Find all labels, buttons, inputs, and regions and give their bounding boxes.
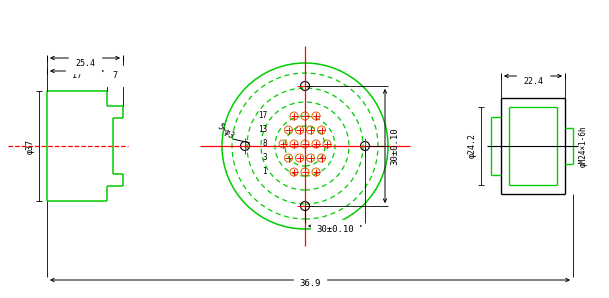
Text: 17: 17 [72, 72, 82, 80]
Text: 1: 1 [262, 167, 267, 176]
Text: 22.4: 22.4 [523, 77, 543, 86]
Text: 3: 3 [262, 153, 267, 162]
Text: 30±0.10: 30±0.10 [390, 127, 399, 165]
Text: 5~φ3: 5~φ3 [215, 122, 235, 140]
Text: 36.9: 36.9 [299, 280, 321, 288]
Text: 17: 17 [258, 111, 267, 120]
Text: 13: 13 [258, 125, 267, 134]
Text: 8: 8 [262, 139, 267, 148]
Text: 7: 7 [113, 72, 118, 80]
Text: φ24.2: φ24.2 [468, 134, 477, 159]
Text: φM24×1-6h: φM24×1-6h [579, 125, 588, 167]
Text: 30±0.10: 30±0.10 [316, 226, 354, 235]
Text: φ37: φ37 [26, 139, 35, 153]
Text: 25.4: 25.4 [75, 58, 95, 68]
